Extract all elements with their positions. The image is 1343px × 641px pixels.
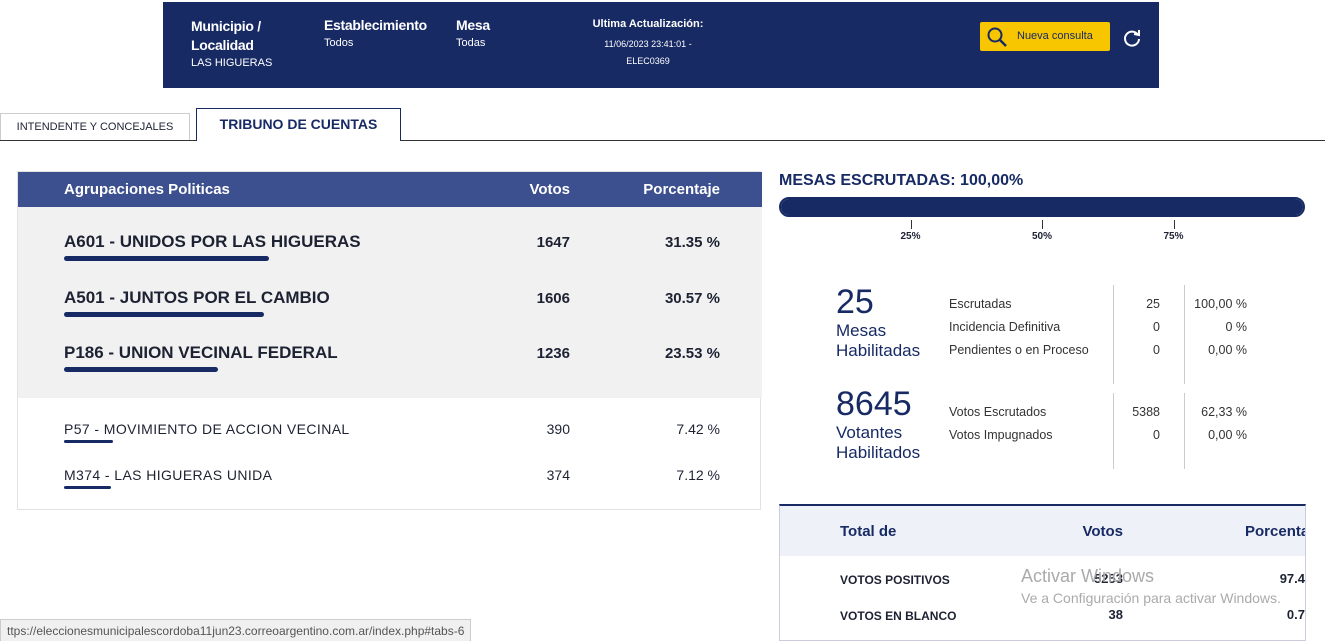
watermark-title: Activar Windows bbox=[1021, 566, 1155, 586]
stat-row-percent: 0,00 % bbox=[1208, 343, 1247, 357]
party-name: A501 - JUNTOS POR EL CAMBIO bbox=[64, 288, 330, 307]
totals-column-header: Votos bbox=[1082, 523, 1123, 540]
totals-percent: 97.4 bbox=[1279, 571, 1305, 586]
totals-header bbox=[780, 506, 1305, 556]
municipio-label: Municipio / Localidad bbox=[191, 18, 261, 53]
progress-tick bbox=[1173, 220, 1175, 229]
party-votes: 1606 bbox=[536, 290, 570, 307]
establecimiento-label: Establecimiento bbox=[324, 17, 427, 33]
percent-bar bbox=[64, 486, 111, 489]
status-url: ttps://eleccionesmunicipalescordoba11jun… bbox=[0, 619, 472, 641]
separator bbox=[1184, 285, 1185, 384]
stat-row-value: 25 bbox=[1146, 297, 1160, 311]
column-header: Votos bbox=[529, 181, 570, 198]
progress-tick bbox=[1042, 220, 1043, 229]
party-name: P186 - UNION VECINAL FEDERAL bbox=[64, 343, 338, 362]
party-percent: 31.35 % bbox=[664, 234, 720, 251]
party-name: M374 - LAS HIGUERAS UNIDA bbox=[64, 467, 273, 483]
percent-bar bbox=[64, 367, 218, 372]
totals-percent: 0.7 bbox=[1286, 607, 1305, 622]
update-label: Ultima Actualización: bbox=[592, 18, 704, 30]
stat-row-label: Escrutadas bbox=[949, 297, 1012, 311]
stat-number: 8645 bbox=[836, 385, 912, 423]
stat-row-value: 0 bbox=[1153, 343, 1160, 357]
results-table: Agrupaciones Politicas Votos Porcentaje A60… bbox=[17, 171, 762, 510]
separator bbox=[1184, 393, 1185, 469]
stat-row-percent: 62,33 % bbox=[1201, 405, 1247, 419]
totals-column-header: Total de bbox=[840, 523, 897, 540]
progress-tick-label: 75% bbox=[1163, 231, 1184, 242]
party-name: A601 - UNIDOS POR LAS HIGUERAS bbox=[64, 232, 361, 251]
stat-label: Votantes Habilitados bbox=[836, 423, 921, 462]
stat-row-label: Votos Escrutados bbox=[949, 405, 1047, 419]
search-icon bbox=[987, 27, 1007, 47]
button-label: Nueva consulta bbox=[1017, 30, 1093, 42]
totals-votes: 38 bbox=[1108, 607, 1123, 622]
stat-label: Mesas Habilitadas bbox=[836, 321, 921, 360]
refresh-icon[interactable] bbox=[1121, 27, 1143, 49]
header-bar: Municipio / Localidad LAS HIGUERAS Estab… bbox=[163, 2, 1159, 88]
stat-row-percent: 0 % bbox=[1225, 320, 1247, 334]
progress-tick bbox=[910, 220, 912, 229]
tab-line bbox=[0, 140, 1325, 141]
party-votes: 1647 bbox=[536, 234, 570, 251]
stat-row-label: Pendientes o en Proceso bbox=[949, 343, 1089, 357]
stat-row-label: Incidencia Definitiva bbox=[949, 320, 1061, 334]
stat-row-percent: 100,00 % bbox=[1194, 297, 1247, 311]
stat-row-percent: 0,00 % bbox=[1208, 428, 1247, 442]
update-value: 11/06/2023 23:41:01 - ELEC0369 bbox=[604, 39, 692, 66]
party-percent: 7.12 % bbox=[676, 467, 720, 483]
party-percent: 30.57 % bbox=[664, 290, 720, 307]
progress-fill bbox=[781, 199, 1303, 215]
party-percent: 23.53 % bbox=[664, 345, 720, 362]
column-header: Agrupaciones Politicas bbox=[64, 181, 230, 198]
percent-bar bbox=[64, 312, 264, 317]
tab-active[interactable]: TRIBUNO DE CUENTAS bbox=[196, 108, 401, 141]
stat-row-value: 0 bbox=[1153, 428, 1160, 442]
progress-title: MESAS ESCRUTADAS: 100,00% bbox=[779, 172, 1024, 189]
percent-bar bbox=[64, 256, 270, 261]
establecimiento-value: Todos bbox=[324, 37, 354, 49]
separator bbox=[1113, 285, 1114, 384]
totals-column-header: Porcentaje bbox=[1245, 523, 1305, 540]
party-percent: 7.42 % bbox=[676, 421, 720, 437]
separator bbox=[1113, 393, 1114, 469]
totals-votes: 5253 bbox=[1094, 571, 1123, 586]
stat-number: 25 bbox=[836, 283, 874, 321]
mesa-value: Todas bbox=[456, 37, 486, 49]
stat-row-label: Votos Impugnados bbox=[949, 428, 1053, 442]
percent-bar bbox=[64, 440, 113, 443]
results-header bbox=[18, 172, 762, 207]
progress-tick-label: 25% bbox=[900, 231, 921, 242]
party-votes: 390 bbox=[546, 421, 570, 437]
municipio-value: LAS HIGUERAS bbox=[191, 57, 273, 69]
party-votes: 1236 bbox=[536, 345, 570, 362]
nueva-consulta-button[interactable]: Nueva consulta bbox=[980, 22, 1110, 51]
totals-table: Total de Votos Porcentaje VOTOS POSITIVOS 52… bbox=[779, 504, 1306, 641]
mesa-label: Mesa bbox=[456, 17, 490, 33]
progress-bar bbox=[779, 197, 1305, 217]
party-votes: 374 bbox=[546, 467, 570, 483]
watermark-subtitle: Ve a Configuración para activar Windows. bbox=[1021, 590, 1281, 606]
totals-label: VOTOS POSITIVOS bbox=[840, 573, 950, 587]
party-name: P57 - MOVIMIENTO DE ACCION VECINAL bbox=[64, 421, 350, 437]
stat-row-value: 0 bbox=[1153, 320, 1160, 334]
progress-tick-label: 50% bbox=[1031, 231, 1052, 242]
stat-row-value: 5388 bbox=[1132, 405, 1160, 419]
totals-label: VOTOS EN BLANCO bbox=[840, 609, 957, 623]
tab[interactable]: INTENDENTE Y CONCEJALES bbox=[0, 113, 190, 140]
column-header: Porcentaje bbox=[643, 181, 720, 198]
top-rows-bg bbox=[18, 207, 762, 398]
